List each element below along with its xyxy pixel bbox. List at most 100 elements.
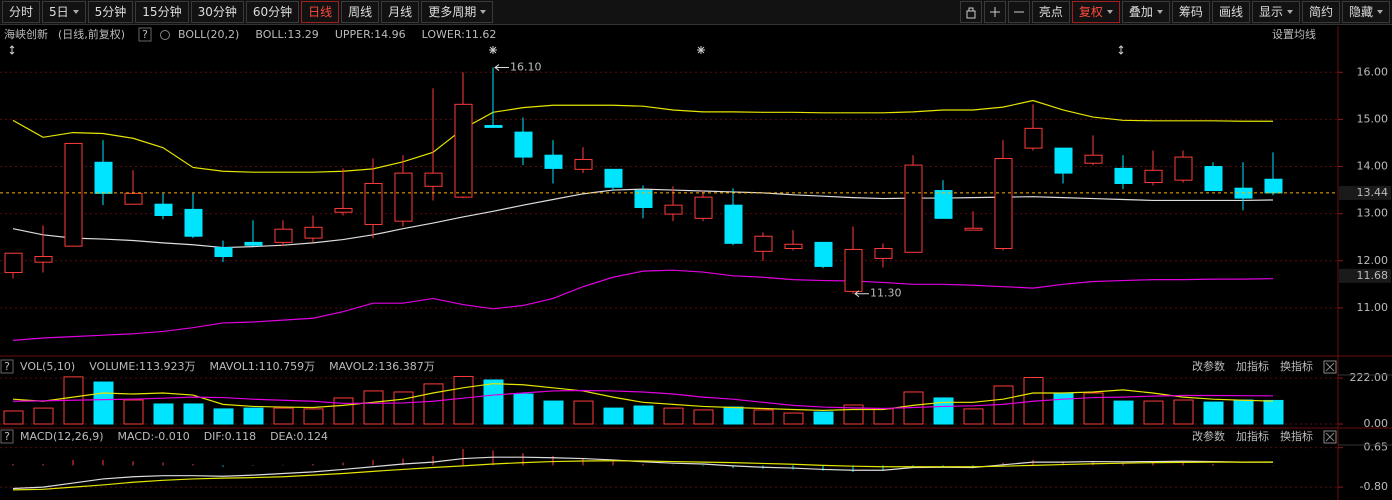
- legend-entry: DEA:0.124: [270, 430, 328, 443]
- button-label: 日线: [308, 5, 333, 19]
- candle-body: [724, 204, 743, 244]
- indicator-name: VOL(5,10): [20, 360, 75, 373]
- toolbar: 分时 5日 5分钟 15分钟 30分钟 60分钟 日线 周线 月线 更多周期 亮点 复权 叠加 筹码 画线…: [0, 0, 1392, 25]
- candle-body: [574, 158, 593, 170]
- price-marker-box: [1339, 268, 1391, 283]
- help-icon: ?: [4, 360, 10, 373]
- candle-body: [1144, 169, 1163, 184]
- button-label: 隐藏: [1348, 5, 1373, 19]
- header-bg: [0, 360, 430, 374]
- toolbar-button[interactable]: 15分钟: [135, 1, 189, 23]
- readout: MACD:-0.010: [118, 430, 190, 443]
- toolbar-button[interactable]: 复权: [1071, 1, 1120, 23]
- volume-bar: [663, 407, 684, 425]
- price-marker-box: [1339, 185, 1391, 200]
- candle-body: [184, 208, 203, 237]
- toolbar-button[interactable]: 画线: [1211, 1, 1250, 23]
- candle-body: [1084, 154, 1103, 164]
- readout: VOLUME:113.923万: [89, 360, 195, 373]
- candle-body: [694, 196, 713, 219]
- toolbar-button[interactable]: 5日: [42, 1, 86, 23]
- candle-body: [304, 226, 323, 239]
- help-box: [0, 359, 14, 374]
- legend-entry: MAVOL2:136.387万: [329, 360, 435, 373]
- volume-bar: [873, 408, 894, 425]
- button-label: 显示: [1258, 5, 1283, 19]
- toolbar-button[interactable]: 简约: [1301, 1, 1340, 23]
- toolbar-button[interactable]: 叠加: [1121, 1, 1170, 23]
- toolbar-button[interactable]: 60分钟: [245, 1, 300, 23]
- indicator-name: BOLL(20,2): [178, 28, 239, 41]
- volume-bar: [483, 379, 504, 425]
- volume-bar: [213, 408, 234, 425]
- volume-bar: [243, 407, 264, 425]
- event-markers: [9, 45, 1124, 55]
- indicator-line: [12, 456, 1274, 490]
- volume-bar: [753, 409, 774, 425]
- header-bg: [0, 430, 430, 444]
- indicator-line: [12, 269, 1274, 341]
- pane-button: 改参数: [1192, 359, 1225, 373]
- candle-body: [814, 241, 833, 267]
- volume-bar: [573, 400, 594, 425]
- toolbar-button[interactable]: 30分钟: [190, 1, 244, 23]
- help-icon: ?: [4, 430, 10, 443]
- volume-bar: [3, 410, 24, 425]
- pane-button: 换指标: [1280, 429, 1313, 443]
- button-label: 分时: [9, 5, 34, 19]
- annotation-arrow: [854, 290, 869, 298]
- annotation-arrow: [494, 64, 509, 71]
- toolbar-button[interactable]: 周线: [341, 1, 380, 23]
- zoom-in-icon[interactable]: [983, 1, 1006, 23]
- toolbar-button[interactable]: 隐藏: [1341, 1, 1390, 23]
- toolbar-button[interactable]: 更多周期: [421, 1, 494, 23]
- candle-body: [934, 190, 953, 219]
- indicator-line: [12, 99, 1273, 173]
- annotation-label: 16.10: [510, 61, 542, 74]
- volume-bar: [783, 412, 804, 425]
- candle-body: [634, 190, 653, 209]
- chart-mode: (日线,前复权): [58, 27, 125, 41]
- candle-body: [214, 247, 233, 258]
- candle-body: [604, 168, 623, 188]
- volume-bar: [303, 408, 324, 425]
- toolbar-button[interactable]: 亮点: [1031, 1, 1070, 23]
- toolbar-button[interactable]: 筹码: [1171, 1, 1210, 23]
- volume-bar: [963, 408, 984, 425]
- toolbar-button[interactable]: 分时: [2, 1, 41, 23]
- legend-entry: BOLL:13.29: [255, 28, 318, 41]
- volume-bar: [1203, 401, 1224, 425]
- candle-body: [544, 154, 563, 169]
- toolbar-button[interactable]: 5分钟: [87, 1, 134, 23]
- lock-icon[interactable]: [959, 1, 982, 23]
- candle-body: [424, 172, 443, 187]
- legend-entry: UPPER:14.96: [335, 28, 406, 41]
- candle-body: [784, 243, 803, 250]
- toolbar-button[interactable]: 月线: [381, 1, 420, 23]
- dropdown-arrow: [1106, 10, 1113, 14]
- y-tick-label: 0.65: [1364, 441, 1389, 454]
- zoom-out-icon[interactable]: [1007, 1, 1030, 23]
- candle-body: [874, 248, 893, 259]
- candle-body: [94, 161, 113, 194]
- toolbar-button[interactable]: 日线: [301, 1, 340, 23]
- volume-bar: [693, 409, 714, 425]
- dropdown-arrow: [1156, 10, 1163, 14]
- dropdown-arrow: [480, 10, 487, 14]
- pane-button: 换指标: [1280, 359, 1313, 373]
- toolbar-button[interactable]: 显示: [1251, 1, 1300, 23]
- button-label: 复权: [1078, 5, 1103, 19]
- candle-body: [1024, 127, 1043, 149]
- help-box: [138, 27, 152, 42]
- candle-body: [484, 125, 503, 128]
- candle-body: [274, 228, 293, 243]
- help-icon: ?: [142, 28, 148, 41]
- set-ma-button: 设置均线: [1272, 27, 1316, 41]
- volume-bar: [363, 390, 384, 425]
- dropdown-arrow: [72, 10, 79, 14]
- volume-bar: [423, 383, 444, 425]
- button-label: 15分钟: [142, 5, 182, 19]
- pane-button: 加指标: [1236, 429, 1269, 443]
- tool-buttons: 亮点 复权 叠加 筹码 画线 显示 简约 隐藏: [959, 1, 1392, 23]
